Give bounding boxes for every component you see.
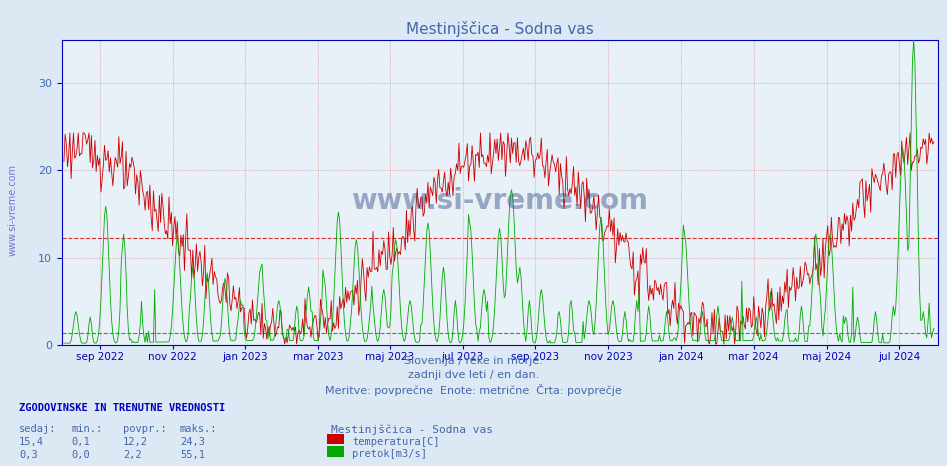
Text: min.:: min.: [71, 424, 102, 434]
Text: sedaj:: sedaj: [19, 424, 57, 434]
Text: 12,2: 12,2 [123, 437, 148, 446]
Text: 0,3: 0,3 [19, 450, 38, 459]
Text: temperatura[C]: temperatura[C] [352, 437, 439, 446]
Text: zadnji dve leti / en dan.: zadnji dve leti / en dan. [408, 370, 539, 380]
Text: 15,4: 15,4 [19, 437, 44, 446]
Text: www.si-vreme.com: www.si-vreme.com [8, 164, 18, 256]
Text: povpr.:: povpr.: [123, 424, 167, 434]
Text: Slovenija / reke in morje.: Slovenija / reke in morje. [404, 356, 543, 366]
Text: ZGODOVINSKE IN TRENUTNE VREDNOSTI: ZGODOVINSKE IN TRENUTNE VREDNOSTI [19, 403, 225, 413]
Text: maks.:: maks.: [180, 424, 218, 434]
Text: Meritve: povprečne  Enote: metrične  Črta: povprečje: Meritve: povprečne Enote: metrične Črta:… [325, 384, 622, 397]
Text: 0,1: 0,1 [71, 437, 90, 446]
Title: Mestinjščica - Sodna vas: Mestinjščica - Sodna vas [405, 21, 594, 37]
Text: pretok[m3/s]: pretok[m3/s] [352, 449, 427, 459]
Text: 0,0: 0,0 [71, 450, 90, 459]
Text: Mestinjščica - Sodna vas: Mestinjščica - Sodna vas [331, 424, 493, 435]
Text: 24,3: 24,3 [180, 437, 205, 446]
Text: www.si-vreme.com: www.si-vreme.com [351, 187, 648, 215]
Text: 55,1: 55,1 [180, 450, 205, 459]
Text: 2,2: 2,2 [123, 450, 142, 459]
